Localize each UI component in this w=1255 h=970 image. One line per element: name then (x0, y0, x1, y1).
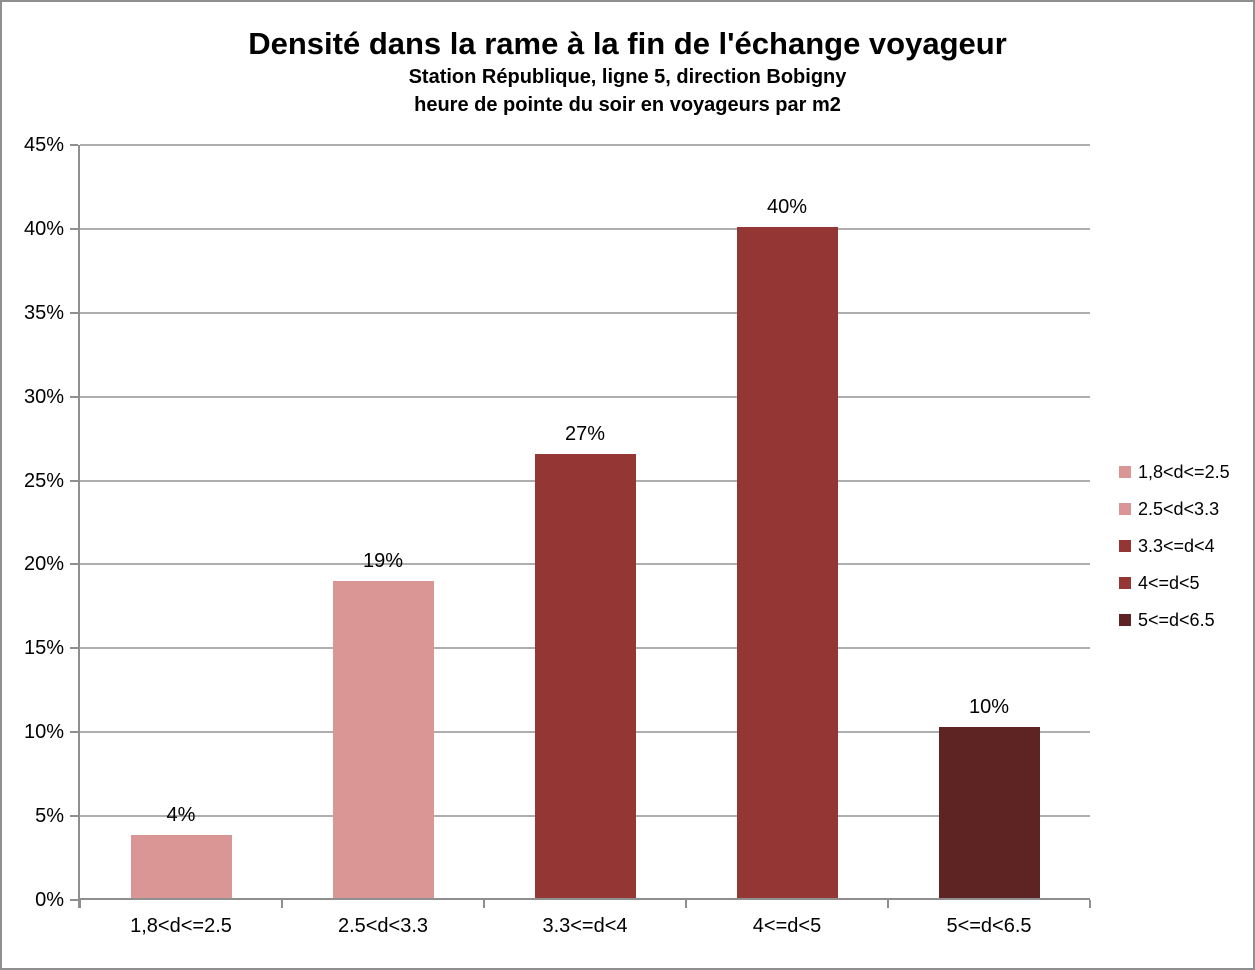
legend-entry-label: 2.5<d<3.3 (1138, 499, 1220, 519)
y-axis-tick-label: 35% (23, 301, 64, 324)
bar-value-label: 10% (968, 696, 1010, 719)
legend-color-swatch-icon (1119, 614, 1131, 626)
bar-3.3<=d<4 (534, 453, 636, 900)
legend-entry: 3.3<=d<4 (1119, 535, 1230, 557)
gridline (80, 311, 1090, 314)
gridline (80, 144, 1090, 146)
y-axis-tick (70, 647, 78, 650)
bar-2.5<d<3.3 (332, 581, 434, 900)
x-axis-tick (281, 900, 283, 908)
bar-1,8<d<=2.5 (130, 834, 232, 900)
y-axis-tick-label: 30% (23, 385, 64, 408)
y-axis-tick-label: 5% (35, 805, 64, 828)
x-axis-tick (685, 900, 687, 908)
y-axis-tick (70, 815, 78, 818)
y-axis-tick (70, 563, 78, 566)
y-axis-tick-label: 25% (23, 469, 64, 492)
y-axis-tick (70, 144, 78, 146)
x-axis-tick (887, 900, 889, 908)
legend-color-swatch-icon (1119, 577, 1131, 589)
x-axis-category-label: 1,8<d<=2.5 (130, 915, 232, 937)
legend-entry-label: 1,8<d<=2.5 (1138, 462, 1230, 482)
gridline (80, 227, 1090, 230)
legend: 1,8<d<=2.5 2.5<d<3.3 3.3<=d<4 4<=d<5 5<=d<6.… (1119, 461, 1230, 646)
chart-subtitle-line1: Station République, ligne 5, direction B… (408, 66, 847, 88)
y-axis-tick (70, 479, 78, 482)
y-axis-tick-label: 20% (23, 553, 64, 576)
y-axis-tick (70, 227, 78, 230)
y-axis-tick (70, 311, 78, 314)
y-axis-tick-label: 40% (23, 217, 64, 240)
legend-entry-label: 3.3<=d<4 (1138, 536, 1215, 556)
plot-area: 0% 5% 10% 15% 20% 25% 30% 35% 40% 45% 4% 19% 27% 40%… (24, 134, 1091, 937)
y-axis-line (78, 145, 80, 908)
chart-subtitle-line2: heure de pointe du soir en voyageurs par… (414, 94, 841, 116)
y-axis-tick-label: 10% (23, 721, 64, 744)
x-axis-category-label: 2.5<d<3.3 (337, 915, 429, 937)
x-axis-category-label: 5<=d<6.5 (946, 915, 1032, 937)
legend-color-swatch-icon (1119, 540, 1131, 552)
legend-entry: 5<=d<6.5 (1119, 609, 1230, 631)
legend-entry: 1,8<d<=2.5 (1119, 461, 1230, 483)
y-axis-tick (70, 731, 78, 734)
bar-4<=d<5 (736, 227, 838, 900)
bar-value-label: 40% (766, 196, 808, 219)
legend-entry: 2.5<d<3.3 (1119, 498, 1230, 520)
y-axis-tick (70, 899, 78, 901)
y-axis-tick-label: 15% (23, 637, 64, 660)
x-axis-line (80, 898, 1090, 900)
legend-color-swatch-icon (1119, 466, 1131, 478)
x-axis-category-label: 4<=d<5 (752, 915, 822, 937)
x-axis-tick (1089, 900, 1091, 908)
legend-entry: 4<=d<5 (1119, 572, 1230, 594)
x-axis-tick (79, 900, 81, 908)
chart-title: Densité dans la rame à la fin de l'échan… (248, 26, 1007, 61)
legend-entry-label: 5<=d<6.5 (1138, 610, 1215, 630)
legend-entry-label: 4<=d<5 (1138, 573, 1200, 593)
bar-5<=d<6.5 (938, 727, 1040, 900)
bar-value-label: 19% (362, 550, 404, 573)
x-axis-category-label: 3.3<=d<4 (542, 915, 628, 937)
legend-color-swatch-icon (1119, 503, 1131, 515)
y-axis-tick (70, 395, 78, 398)
x-axis-tick (483, 900, 485, 908)
y-axis-tick-label: 0% (35, 889, 64, 911)
bar-value-label: 27% (564, 422, 606, 445)
gridline (80, 395, 1090, 398)
y-axis-tick-label: 45% (23, 134, 64, 156)
bar-value-label: 4% (166, 803, 196, 826)
